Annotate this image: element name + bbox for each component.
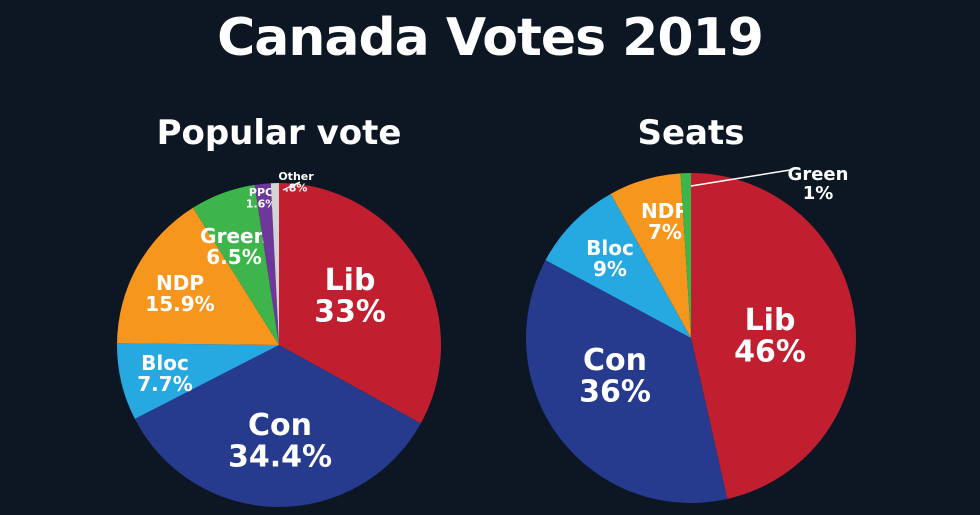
pie-slice-green — [192, 184, 279, 345]
pie-slice-bloc — [545, 193, 691, 338]
slice-label-value: 7.7% — [137, 372, 192, 396]
slice-label-name: Bloc — [141, 351, 189, 375]
slice-label-name: Other — [278, 170, 314, 183]
pie-slice-lib — [691, 173, 856, 499]
pie-slice-bloc — [117, 343, 279, 419]
slice-label-value: 33% — [314, 295, 386, 330]
pie-slice-con — [134, 345, 421, 507]
pie-slice-green — [680, 173, 691, 338]
slice-label-name: Con — [248, 408, 312, 443]
popular-vote-title: Popular vote — [156, 113, 402, 153]
pie-slice-other — [270, 183, 279, 345]
slice-label-name: Bloc — [586, 236, 634, 260]
slice-label-name: NDP — [641, 199, 689, 223]
slice-label-value: .8% — [285, 182, 308, 195]
slice-label-value: 46% — [734, 335, 806, 370]
pie-slice-ndp — [610, 173, 691, 338]
slice-label-value: 7% — [648, 220, 682, 244]
slice-label-value: 1.6% — [246, 198, 277, 211]
slice-label-value: 1% — [803, 183, 834, 204]
leader-line — [690, 169, 791, 187]
pie-slice-con — [525, 260, 728, 503]
slice-label-value: 9% — [593, 257, 627, 281]
page-title: Canada Votes 2019 — [217, 8, 764, 68]
slice-label-name: Lib — [745, 303, 796, 338]
seats-title: Seats — [637, 113, 745, 153]
pie-slice-lib — [279, 183, 441, 424]
slice-label-name: NDP — [156, 271, 204, 295]
slice-label-name: Green — [200, 224, 268, 248]
pie-slice-ppc — [254, 183, 279, 345]
slice-label-value: 36% — [579, 375, 651, 410]
slice-label-value: 6.5% — [206, 245, 261, 269]
slice-label-name: Lib — [325, 263, 376, 298]
slice-label-name: Green — [788, 164, 849, 185]
slice-label-name: Con — [583, 343, 647, 378]
pie-slice-ndp — [117, 207, 279, 345]
slice-label-name: PPC — [249, 186, 273, 199]
slice-label-value: 15.9% — [145, 292, 214, 316]
slice-label-value: 34.4% — [228, 440, 332, 475]
leader-line — [282, 181, 301, 191]
